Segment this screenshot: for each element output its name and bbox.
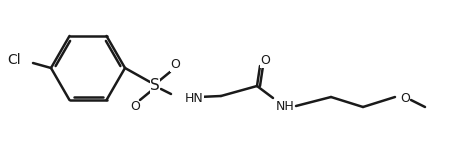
Text: Cl: Cl — [7, 53, 21, 67]
Text: O: O — [400, 93, 410, 106]
Text: O: O — [260, 55, 270, 67]
Text: O: O — [130, 100, 140, 113]
Text: S: S — [150, 78, 160, 93]
Text: HN: HN — [185, 91, 204, 104]
Text: O: O — [170, 58, 180, 71]
Text: NH: NH — [276, 100, 295, 113]
